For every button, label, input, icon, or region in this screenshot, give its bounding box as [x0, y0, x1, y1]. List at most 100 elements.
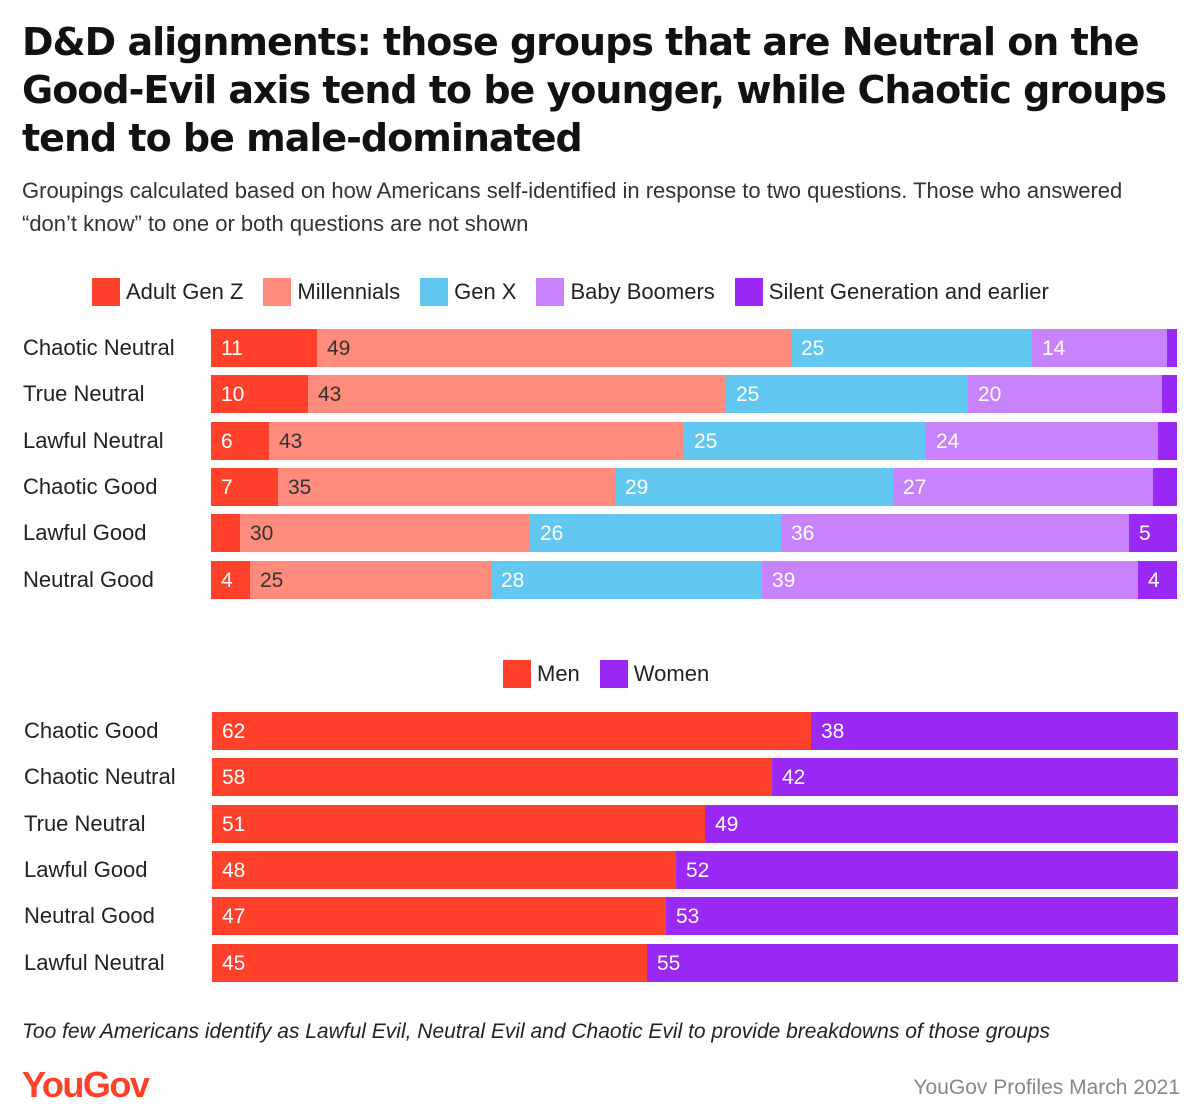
bar-segment-baby-boomers [968, 375, 1162, 414]
category-label-true-neutral: True Neutral [23, 381, 145, 407]
category-label-chaotic-good: Chaotic Good [24, 718, 159, 743]
data-label: 10 [221, 383, 245, 407]
category-label-chaotic-neutral: Chaotic Neutral [23, 335, 175, 360]
footnote: Too few Americans identify as Lawful Evi… [22, 1020, 1050, 1043]
bar-segment-millennials [317, 329, 791, 367]
bar-chaotic-good: 7 35 29 27 [211, 467, 1177, 506]
data-label: 24 [936, 429, 960, 453]
data-label: 25 [736, 383, 760, 407]
data-label: 25 [260, 568, 284, 592]
data-label: 25 [801, 337, 825, 360]
chart-subtitle: Groupings calculated based on how Americ… [22, 178, 1123, 236]
legend-label: Baby Boomers [570, 279, 715, 304]
bar-segment-women [647, 943, 1178, 982]
legend-item-baby-boomers: Baby Boomers [536, 278, 715, 306]
bar-segment-baby-boomers [1032, 329, 1167, 367]
category-label-chaotic-neutral: Chaotic Neutral [24, 764, 176, 790]
category-label-chaotic-good: Chaotic Good [23, 473, 158, 499]
bar-segment-adult-gen-z [211, 514, 240, 553]
data-label: 20 [978, 383, 1002, 407]
legend-item-adult-gen-z: Adult Gen Z [92, 278, 243, 306]
bar-segment-silent-generation-and-earlier [1138, 560, 1177, 599]
chart-title: D&D alignments: those groups that are Ne… [22, 20, 1167, 160]
data-label: 6 [221, 429, 233, 453]
data-label: 53 [676, 905, 700, 929]
generation-legend: Adult Gen Z Millennials Gen X Baby Boomers S… [92, 278, 1069, 306]
bar-segment-women [666, 897, 1178, 936]
data-label: 58 [222, 766, 246, 790]
bar-neutral-good: 4 25 28 39 4 [211, 560, 1177, 599]
legend-label: Millennials [297, 279, 401, 304]
data-label: 52 [686, 858, 710, 882]
bar-neutral-good: 47 53 [212, 897, 1178, 936]
bar-segment-millennials [240, 514, 530, 553]
bar-segment-gen-x [791, 329, 1032, 367]
bar-segment-men [212, 804, 705, 843]
data-label: 45 [222, 951, 246, 975]
legend-item-men: Men [503, 660, 580, 688]
legend-swatch [503, 660, 531, 688]
data-label: 55 [657, 951, 681, 975]
gender-chart: Chaotic Good 62 38 Chaotic Neutral 58 42 True … [0, 712, 1200, 987]
legend-item-millennials: Millennials [263, 278, 400, 306]
bar-segment-men [212, 758, 772, 797]
data-label: 14 [1042, 337, 1066, 360]
bar-chaotic-neutral: 11 49 25 14 [211, 329, 1177, 367]
data-label: 49 [715, 812, 739, 836]
bar-segment-gen-x [615, 467, 893, 506]
category-label-neutral-good: Neutral Good [24, 903, 155, 929]
bar-segment-silent-generation-and-earlier [1167, 329, 1177, 367]
category-label-lawful-good: Lawful Good [23, 520, 147, 546]
bar-segment-millennials [278, 467, 615, 506]
category-label-lawful-neutral: Lawful Neutral [24, 949, 165, 975]
legend-swatch [734, 278, 763, 306]
bar-true-neutral: 51 49 [212, 804, 1178, 843]
legend-swatch [263, 278, 292, 306]
bar-segment-women [676, 850, 1178, 889]
bar-segment-adult-gen-z [211, 329, 317, 367]
bar-lawful-good: 30 26 36 5 [211, 514, 1177, 553]
data-label: 39 [772, 568, 796, 592]
bar-segment-adult-gen-z [211, 467, 278, 506]
data-label: 30 [250, 522, 274, 546]
data-label: 43 [279, 429, 303, 453]
bar-segment-baby-boomers [893, 467, 1153, 506]
data-label: 62 [222, 720, 246, 743]
legend-swatch [420, 278, 449, 306]
bar-segment-women [772, 758, 1178, 797]
data-label: 4 [221, 568, 233, 592]
generation-chart: Chaotic Neutral 11 49 25 14 True Neutral 10 43 2… [0, 329, 1200, 604]
bar-segment-silent-generation-and-earlier [1129, 514, 1177, 553]
bar-segment-gen-x [491, 560, 762, 599]
data-label: 26 [540, 522, 564, 546]
bar-segment-adult-gen-z [211, 421, 269, 460]
bar-segment-baby-boomers [762, 560, 1138, 599]
bar-segment-gen-x [684, 421, 926, 460]
category-label-lawful-neutral: Lawful Neutral [23, 427, 164, 453]
bar-lawful-neutral: 6 43 25 24 [211, 421, 1177, 460]
bar-segment-men [212, 712, 811, 750]
data-label: 11 [221, 337, 243, 360]
bar-segment-silent-generation-and-earlier [1153, 467, 1177, 506]
data-label: 43 [318, 383, 342, 407]
data-label: 27 [903, 475, 927, 499]
bar-segment-women [705, 804, 1178, 843]
data-label: 29 [625, 475, 649, 499]
legend-swatch [536, 278, 565, 306]
data-label: 38 [821, 720, 845, 743]
legend-item-gen-x: Gen X [420, 278, 516, 306]
data-label: 49 [327, 337, 351, 360]
bar-segment-gen-x [530, 514, 781, 553]
bar-segment-men [212, 897, 666, 936]
bar-segment-millennials [269, 421, 684, 460]
bar-segment-baby-boomers [926, 421, 1158, 460]
legend-item-silent-generation-and-earlier: Silent Generation and earlier [734, 278, 1049, 306]
bar-chaotic-good: 62 38 [212, 712, 1178, 750]
gender-legend: Men Women [503, 660, 729, 688]
bar-segment-silent-generation-and-earlier [1158, 421, 1177, 460]
bar-segment-women [811, 712, 1178, 750]
bar-segment-adult-gen-z [211, 375, 308, 414]
source-note: YouGov Profiles March 2021 [913, 1076, 1180, 1099]
data-label: 7 [221, 475, 233, 499]
bar-segment-baby-boomers [781, 514, 1129, 553]
